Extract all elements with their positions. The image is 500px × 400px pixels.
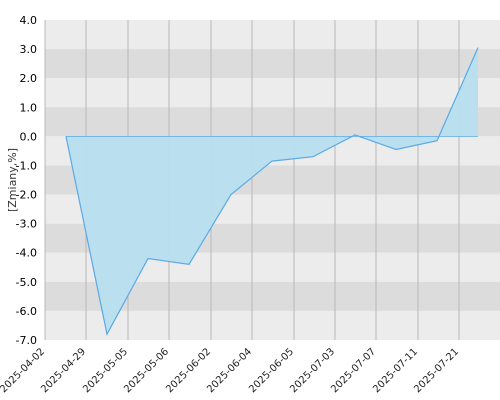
background-band [45,107,500,137]
background-band [45,20,500,50]
background-band [45,310,500,340]
y-tick-label: -2.0 [16,189,37,202]
y-tick-label: -7.0 [16,334,37,347]
y-tick-label: 1.0 [20,101,38,114]
data-area [65,47,479,336]
x-axis-ticks: 2025-04-022025-04-292025-05-052025-05-06… [0,346,461,395]
y-tick-label: -6.0 [16,305,37,318]
background-band [45,49,500,79]
background-band [45,78,500,108]
y-tick-label: 2.0 [20,72,38,85]
y-tick-label: 0.0 [20,130,38,143]
y-tick-label: -3.0 [16,218,37,231]
y-tick-label: -4.0 [16,247,37,260]
y-tick-label: -5.0 [16,276,37,289]
area-fill [66,47,478,335]
y-tick-label: 3.0 [20,43,38,56]
y-axis-ticks: 4.0 3.0 2.0 1.0 0.0 -1.0 -2.0 -3.0 -4.0 -5.0 -6.0 -… [16,14,37,347]
y-axis-label: [Zmiany,%] [6,148,19,212]
y-tick-label: 4.0 [20,14,38,27]
y-tick-label: -1.0 [16,159,37,172]
